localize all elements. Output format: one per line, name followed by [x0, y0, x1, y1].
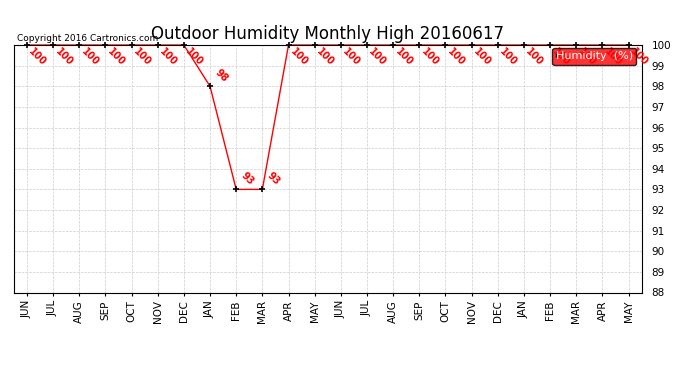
Text: 100: 100	[393, 46, 415, 68]
Text: 100: 100	[158, 46, 179, 68]
Text: 100: 100	[53, 46, 75, 68]
Text: 100: 100	[602, 46, 624, 68]
Text: 100: 100	[106, 46, 127, 68]
Text: Copyright 2016 Cartronics.com: Copyright 2016 Cartronics.com	[17, 33, 158, 42]
Text: 100: 100	[367, 46, 388, 68]
Legend: Humidity  (%): Humidity (%)	[553, 48, 636, 65]
Text: 100: 100	[315, 46, 336, 68]
Text: 100: 100	[184, 46, 205, 68]
Text: 100: 100	[472, 46, 493, 68]
Text: 100: 100	[27, 46, 48, 68]
Text: 100: 100	[420, 46, 441, 68]
Text: 100: 100	[132, 46, 153, 68]
Text: 98: 98	[213, 68, 229, 84]
Text: 100: 100	[524, 46, 545, 68]
Text: 100: 100	[288, 46, 310, 68]
Text: 100: 100	[550, 46, 571, 68]
Text: 100: 100	[446, 46, 467, 68]
Text: 100: 100	[629, 46, 650, 68]
Text: 100: 100	[341, 46, 362, 68]
Text: 93: 93	[265, 171, 282, 188]
Text: 100: 100	[497, 46, 519, 68]
Text: 93: 93	[239, 171, 255, 188]
Title: Outdoor Humidity Monthly High 20160617: Outdoor Humidity Monthly High 20160617	[151, 26, 504, 44]
Text: 100: 100	[79, 46, 101, 68]
Text: 100: 100	[576, 46, 598, 68]
